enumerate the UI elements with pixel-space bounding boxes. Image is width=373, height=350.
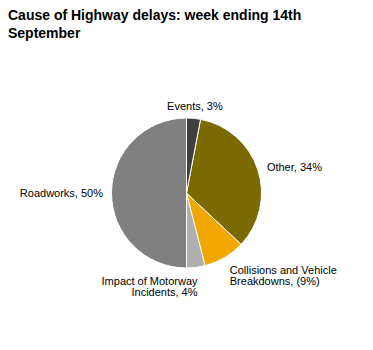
svg-text:Impact of MotorwayIncidents, 4: Impact of MotorwayIncidents, 4%	[102, 275, 198, 298]
svg-text:Collisions and VehicleBreakdow: Collisions and VehicleBreakdowns, (9%)	[230, 264, 337, 287]
html-text:Cause of Highway delays: week: Cause of Highway delays: week ending 14t…	[8, 7, 302, 41]
svg-text:Roadworks, 50%: Roadworks, 50%	[20, 187, 103, 199]
svg-text:Events, 3%: Events, 3%	[167, 100, 223, 112]
svg-text:Other, 34%: Other, 34%	[267, 161, 322, 173]
